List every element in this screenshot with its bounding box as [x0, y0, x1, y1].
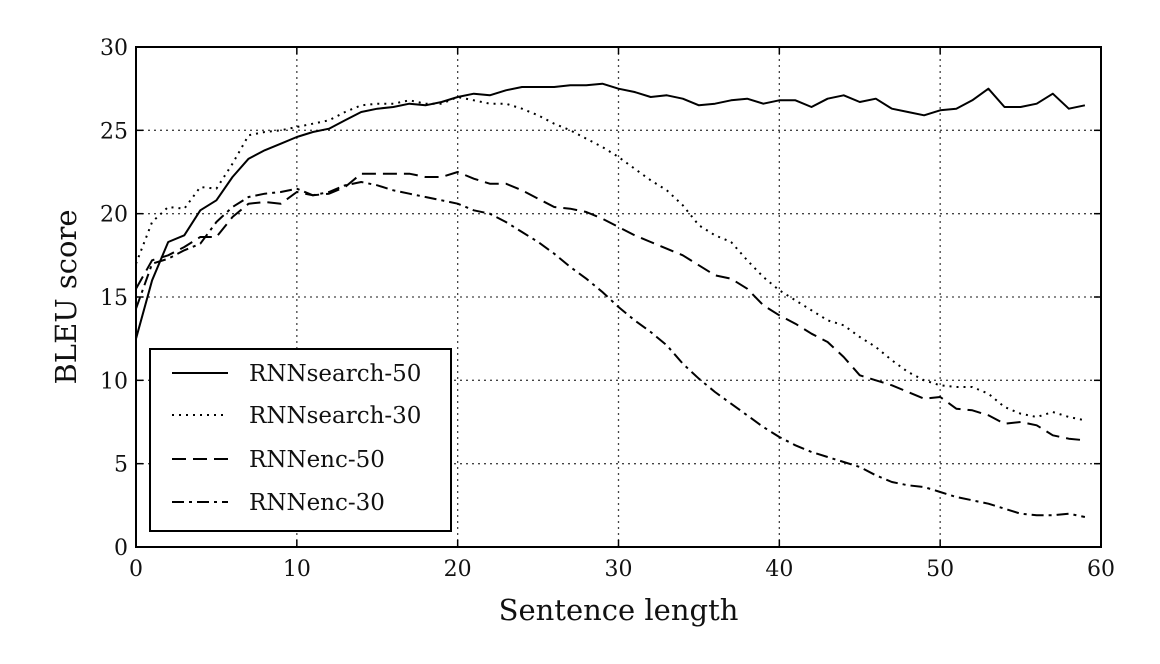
- y-tick-label: 0: [114, 536, 128, 561]
- y-tick-label: 5: [114, 453, 128, 478]
- y-tick-label: 25: [100, 119, 128, 144]
- legend-label-rnnenc-50: RNNenc-50: [249, 447, 385, 473]
- y-tick-label: 30: [100, 36, 128, 61]
- x-tick-label: 10: [283, 557, 311, 582]
- x-tick-label: 20: [444, 557, 472, 582]
- y-tick-label: 10: [100, 369, 128, 394]
- y-tick-label: 15: [100, 286, 128, 311]
- y-tick-labels: 0 5 10 15 20 25 30: [100, 36, 128, 561]
- x-tick-label: 60: [1087, 557, 1115, 582]
- y-tick-label: 20: [100, 203, 128, 228]
- x-tick-label: 50: [926, 557, 954, 582]
- x-tick-label: 40: [765, 557, 793, 582]
- legend-box: [149, 348, 452, 532]
- legend-items: RNNsearch-50 RNNsearch-30 RNNenc-50 RNNenc-…: [172, 361, 421, 516]
- x-tick-labels: 0 10 20 30 40 50 60: [129, 557, 1115, 582]
- x-tick-label: 30: [605, 557, 633, 582]
- series-line-rnnenc-50: [135, 171, 1085, 442]
- series-lines: [135, 82, 1086, 518]
- grid-lines: [136, 47, 1101, 547]
- series-line-rnnsearch-50: [135, 82, 1086, 339]
- legend: RNNsearch-50 RNNsearch-30 RNNenc-50 RNNenc-…: [149, 348, 452, 532]
- x-tick-label: 0: [129, 557, 143, 582]
- series-line-rnnsearch-30: [135, 96, 1086, 422]
- y-axis-label: BLEU score: [49, 209, 83, 384]
- legend-label-rnnsearch-30: RNNsearch-30: [249, 403, 421, 429]
- legend-label-rnnenc-30: RNNenc-30: [249, 490, 385, 516]
- x-axis-label: Sentence length: [499, 593, 739, 627]
- axis-ticks: [135, 46, 1102, 548]
- legend-label-rnnsearch-50: RNNsearch-50: [249, 361, 421, 387]
